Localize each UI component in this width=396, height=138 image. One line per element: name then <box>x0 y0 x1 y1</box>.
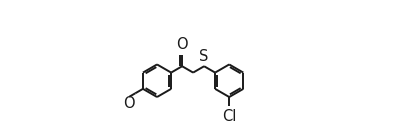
Text: S: S <box>200 49 209 64</box>
Text: Cl: Cl <box>222 109 236 124</box>
Text: O: O <box>176 37 188 52</box>
Text: O: O <box>123 96 135 111</box>
